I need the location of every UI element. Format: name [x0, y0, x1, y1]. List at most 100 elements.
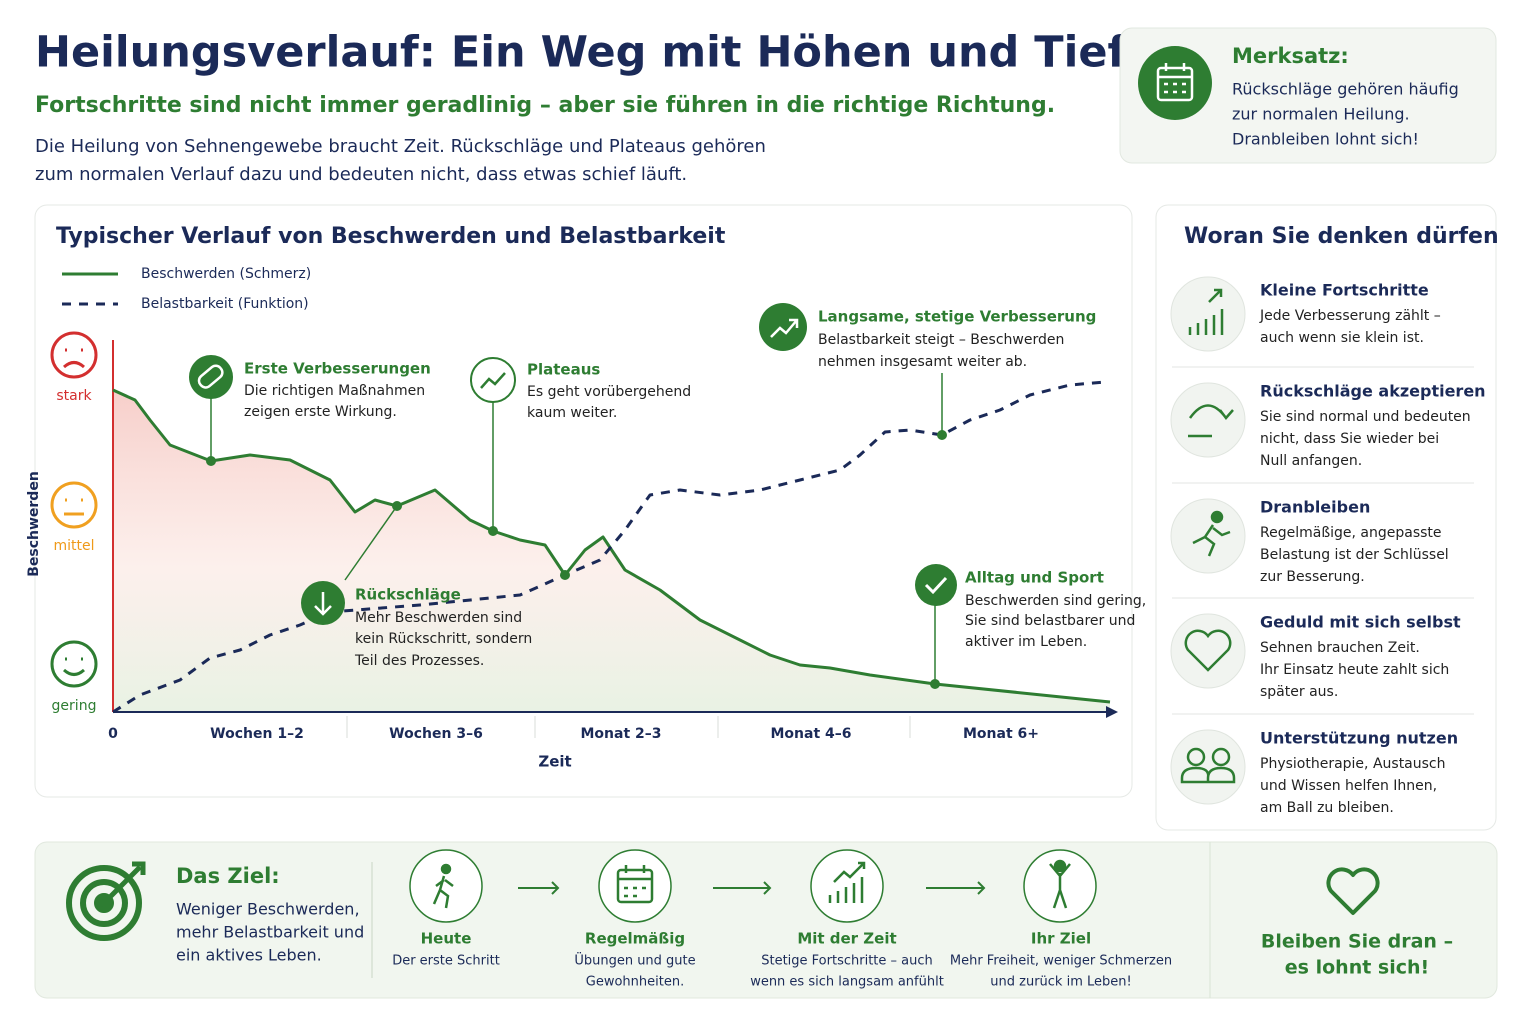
check-icon: [915, 564, 957, 606]
sidebar-card: [1155, 204, 1497, 831]
face-glyph: [62, 348, 86, 369]
intro-line: Die Heilung von Sehnengewebe braucht Zei…: [35, 136, 766, 157]
target-icon: [66, 861, 146, 941]
title: Heilungsverlauf: Ein Weg mit Höhen und T…: [35, 28, 1186, 78]
step-line: Gewohnheiten.: [586, 975, 684, 990]
step-line: Übungen und gute: [574, 952, 695, 969]
sidebar-title: Woran Sie denken dürfen: [1184, 224, 1499, 249]
annotation-line: Es geht vorübergehend: [527, 384, 691, 400]
merksatz-line: Dranbleiben lohnt sich!: [1232, 130, 1419, 149]
annotation-line: nehmen insgesamt weiter ab.: [818, 354, 1027, 370]
heart-icon: [1326, 867, 1380, 915]
sidebar-dividers: [1172, 366, 1474, 715]
item-title: Kleine Fortschritte: [1260, 281, 1429, 300]
chart-title: Typischer Verlauf von Beschwerden und Be…: [56, 224, 726, 249]
x-category: Wochen 3–6: [389, 726, 483, 742]
face-icon: [50, 331, 98, 379]
rise-icon: [759, 303, 807, 351]
goal-line: Weniger Beschwerden,: [176, 900, 360, 919]
sidebar-icon-glyphs: [1180, 288, 1236, 784]
item-line: nicht, dass Sie wieder bei: [1260, 431, 1439, 447]
item-title: Geduld mit sich selbst: [1260, 613, 1461, 632]
check-glyph: [924, 576, 948, 595]
legend-entry: Beschwerden (Schmerz): [141, 266, 311, 282]
annotation-line: Sie sind belastbarer und: [965, 613, 1135, 629]
face-glyph: [64, 498, 84, 516]
face-icon: [50, 640, 98, 688]
annotation-title: Plateaus: [527, 361, 600, 379]
item-line: Sie sind normal und bedeuten: [1260, 409, 1471, 425]
step-title: Mit der Zeit: [797, 930, 896, 948]
rise-glyph: [770, 318, 799, 338]
merksatz-title: Merksatz:: [1232, 44, 1349, 68]
x-category: Monat 4–6: [770, 726, 851, 742]
merksatz-line: Rückschläge gehören häufig: [1232, 80, 1459, 99]
closing-line: Bleiben Sie dran –: [1261, 931, 1453, 953]
trend-glyph: [480, 372, 506, 389]
step-glyphs: [432, 859, 1071, 909]
annotations: Erste Verbesserungen Die richtigen Maßna…: [244, 308, 1146, 670]
steps: Heute Der erste Schritt Regelmäßig Übung…: [392, 930, 1172, 990]
face-icon: [50, 481, 98, 529]
item-line: am Ball zu bleiben.: [1260, 800, 1394, 816]
step-title: Regelmäßig: [585, 930, 685, 948]
annotation-title: Rückschläge: [355, 586, 461, 604]
footer-card: [34, 841, 1498, 999]
annotation-line: kein Rückschritt, sondern: [355, 631, 532, 647]
step-line: Der erste Schritt: [392, 954, 500, 969]
step-title: Ihr Ziel: [1031, 930, 1091, 948]
level-label: gering: [52, 698, 97, 714]
goal-line: ein aktives Leben.: [176, 946, 322, 965]
y-axis-label: Beschwerden: [26, 471, 42, 577]
down-glyph: [314, 592, 332, 616]
item-title: Rückschläge akzeptieren: [1260, 382, 1486, 401]
item-line: Ihr Einsatz heute zahlt sich: [1260, 662, 1449, 678]
step-line: und zurück im Leben!: [990, 975, 1131, 990]
load-curve: [112, 380, 1106, 714]
x-category: 0: [108, 726, 118, 742]
subtitle: Fortschritte sind nicht immer geradlinig…: [35, 93, 1055, 118]
leader-lines: [210, 373, 943, 684]
sidebar-items: Kleine Fortschritte Jede Verbesserung zä…: [1259, 281, 1486, 817]
step-line: Mehr Freiheit, weniger Schmerzen: [950, 954, 1172, 969]
item-line: auch wenn sie klein ist.: [1260, 330, 1424, 346]
step-arrows: [518, 881, 986, 895]
item-line: und Wissen helfen Ihnen,: [1260, 778, 1437, 794]
item-line: Jede Verbesserung zählt –: [1259, 308, 1441, 324]
face-glyph: [62, 657, 86, 676]
pain-curve: [112, 388, 1111, 704]
marker-dots: [206, 430, 947, 689]
item-line: zur Besserung.: [1260, 569, 1365, 585]
annotation-title: Langsame, stetige Verbesserung: [818, 308, 1096, 326]
x-category: Monat 6+: [963, 726, 1039, 742]
annotation-line: Beschwerden sind gering,: [965, 593, 1146, 609]
x-category: Monat 2–3: [580, 726, 661, 742]
annotation-line: Mehr Beschwerden sind: [355, 610, 522, 626]
item-line: Null anfangen.: [1260, 453, 1362, 469]
x-axis-label: Zeit: [538, 753, 571, 771]
annotation-line: kaum weiter.: [527, 405, 617, 421]
goal-line: mehr Belastbarkeit und: [176, 923, 364, 942]
bandage-icon: [189, 355, 233, 399]
trend-icon: [470, 357, 516, 403]
item-line: Physiotherapie, Austausch: [1260, 756, 1446, 772]
annotation-title: Alltag und Sport: [965, 569, 1104, 587]
step-line: wenn es sich langsam anfühlt: [750, 975, 944, 990]
step-title: Heute: [421, 930, 472, 948]
level-label: stark: [56, 388, 92, 404]
merksatz-card: [1119, 27, 1497, 164]
calendar-glyph: [1156, 63, 1194, 102]
annotation-title: Erste Verbesserungen: [244, 360, 431, 378]
legend-entry: Belastbarkeit (Funktion): [141, 296, 309, 312]
x-labels: 0 Wochen 1–2 Wochen 3–6 Monat 2–3 Monat …: [108, 726, 1039, 771]
closing-line: es lohnt sich!: [1285, 957, 1429, 979]
item-line: Belastung ist der Schlüssel: [1260, 547, 1449, 563]
annotation-line: Teil des Prozesses.: [354, 653, 484, 669]
item-title: Unterstützung nutzen: [1260, 729, 1458, 748]
intro-line: zum normalen Verlauf dazu und bedeuten n…: [35, 164, 687, 185]
step-line: Stetige Fortschritte – auch: [761, 954, 933, 969]
item-title: Dranbleiben: [1260, 498, 1370, 517]
x-axis-arrow: [1106, 706, 1118, 718]
